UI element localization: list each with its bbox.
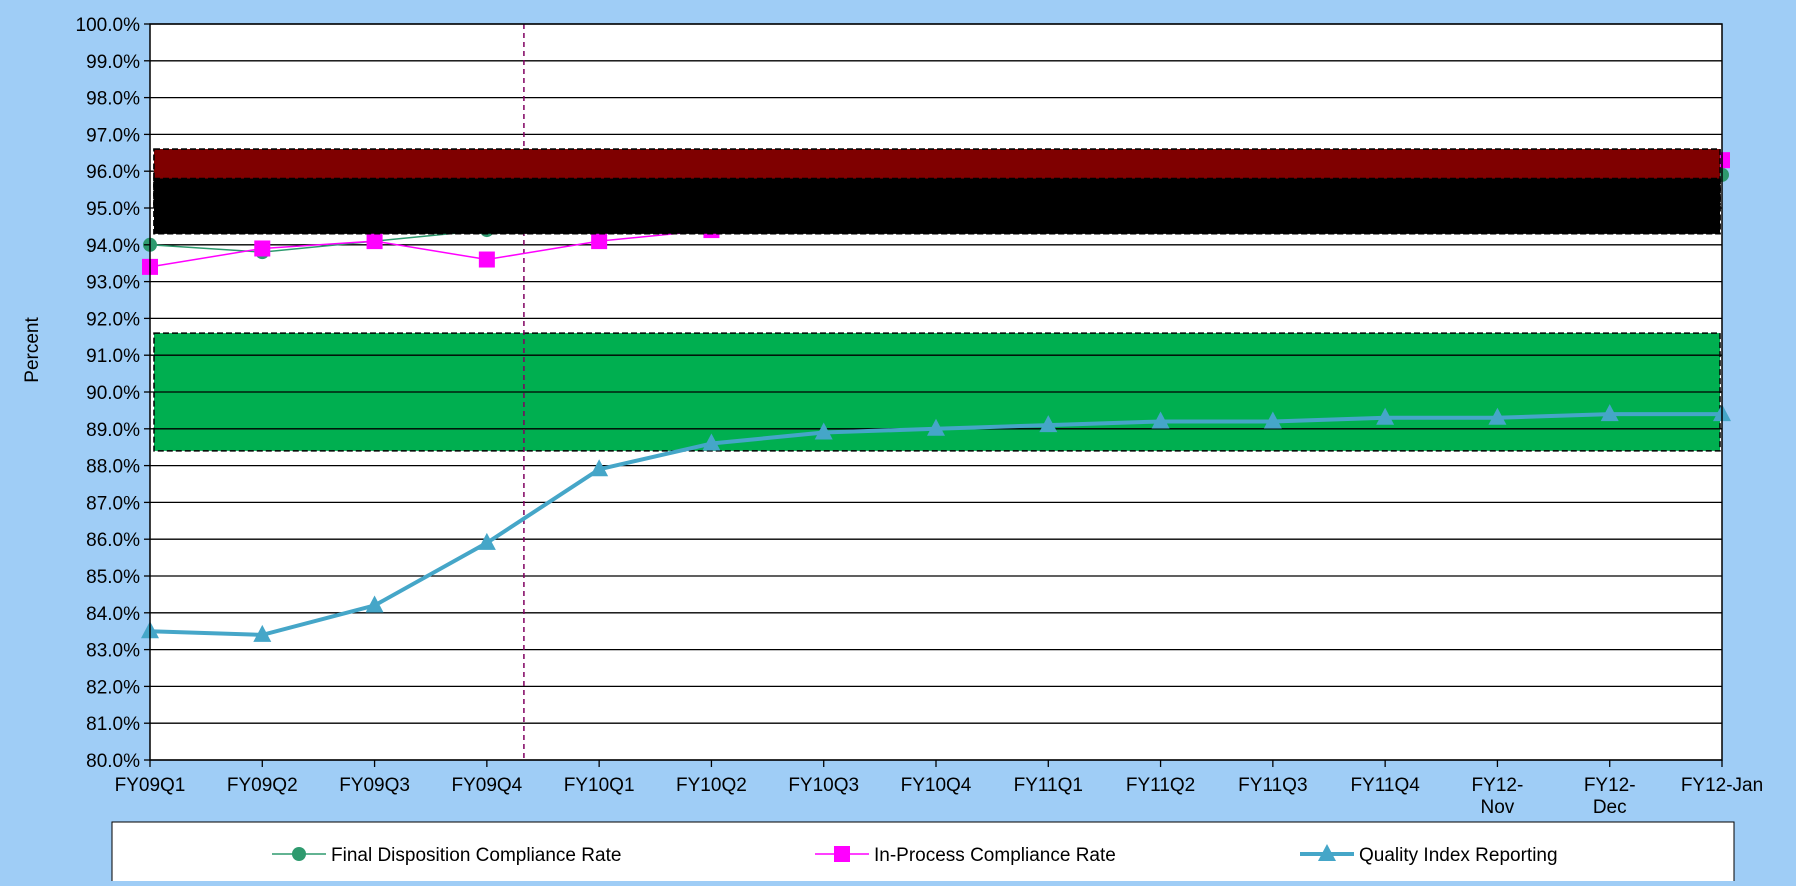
y-tick-label: 98.0%: [86, 89, 140, 110]
x-tick-label: FY11Q2: [1126, 775, 1195, 796]
x-tick-label: FY11Q1: [1014, 775, 1083, 796]
y-tick-label: 86.0%: [86, 530, 140, 551]
y-tick-label: 96.0%: [86, 162, 140, 183]
y-tick-label: 80.0%: [86, 751, 140, 772]
legend-marker-1: [292, 847, 306, 861]
series-2-point: [254, 240, 270, 256]
x-tick-label: FY11Q3: [1238, 775, 1307, 796]
x-tick-label: Dec: [1593, 797, 1627, 818]
x-tick-label: FY09Q3: [339, 775, 410, 796]
x-tick-label: Nov: [1481, 797, 1515, 818]
x-tick-label: FY10Q3: [788, 775, 859, 796]
x-tick-label: FY10Q1: [564, 775, 635, 796]
y-tick-label: 92.0%: [86, 309, 140, 330]
y-tick-label: 97.0%: [86, 125, 140, 146]
y-tick-labels: 80.0% 81.0% 82.0% 83.0% 84.0% 85.0% 86.0% 87.0%…: [76, 15, 141, 772]
y-tick-label: 82.0%: [86, 677, 140, 698]
legend-label-1: Final Disposition Compliance Rate: [331, 845, 621, 866]
y-tick-label: 91.0%: [86, 346, 140, 367]
y-tick-label: 81.0%: [86, 714, 140, 735]
x-tick-label: FY11Q4: [1350, 775, 1420, 796]
y-tick-label: 100.0%: [76, 15, 141, 36]
x-tick-label: FY09Q2: [227, 775, 298, 796]
y-tick-label: 88.0%: [86, 457, 140, 478]
x-tick-label: FY10Q4: [901, 775, 972, 796]
x-tick-label: FY12-: [1472, 775, 1524, 796]
y-tick-label: 83.0%: [86, 641, 140, 662]
series-2-point: [591, 233, 607, 249]
y-tick-label: 94.0%: [86, 236, 140, 257]
x-tick-label: FY10Q2: [676, 775, 747, 796]
y-axis-title: Percent: [22, 317, 43, 383]
series-2-point: [367, 233, 383, 249]
target-band-overlay-3: [154, 179, 1720, 234]
y-tick-label: 93.0%: [86, 273, 140, 294]
x-tick-label: FY09Q4: [451, 775, 522, 796]
y-tick-label: 89.0%: [86, 420, 140, 441]
legend-marker-2: [834, 846, 850, 862]
y-tick-label: 84.0%: [86, 604, 140, 625]
legend: Final Disposition Compliance Rate In-Proc…: [272, 844, 1558, 866]
legend-label-3: Quality Index Reporting: [1359, 845, 1558, 866]
x-tick-label: FY12-: [1584, 775, 1636, 796]
y-tick-label: 95.0%: [86, 199, 140, 220]
y-tick-label: 85.0%: [86, 567, 140, 588]
x-tick-label: FY12-Jan: [1681, 775, 1763, 796]
series-2-point: [479, 252, 495, 268]
y-tick-label: 87.0%: [86, 493, 140, 514]
legend-label-2: In-Process Compliance Rate: [874, 845, 1116, 866]
gridlines: [150, 24, 1722, 760]
y-tick-label: 90.0%: [86, 383, 140, 404]
y-tick-label: 99.0%: [86, 52, 140, 73]
x-tick-label: FY09Q1: [115, 775, 186, 796]
